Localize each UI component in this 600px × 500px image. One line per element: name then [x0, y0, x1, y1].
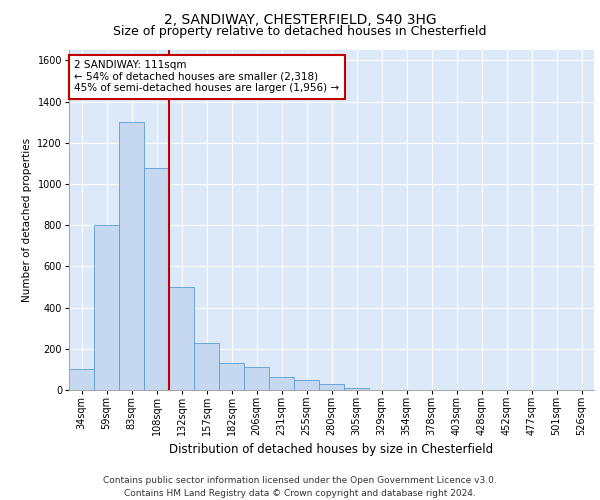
Bar	[294, 380, 319, 390]
Y-axis label: Number of detached properties: Number of detached properties	[22, 138, 32, 302]
Bar	[194, 342, 219, 390]
Bar	[244, 368, 269, 390]
Bar	[94, 225, 119, 390]
Bar	[119, 122, 144, 390]
Bar	[319, 384, 344, 390]
Bar	[169, 287, 194, 390]
Text: 2 SANDIWAY: 111sqm
← 54% of detached houses are smaller (2,318)
45% of semi-deta: 2 SANDIWAY: 111sqm ← 54% of detached hou…	[74, 60, 340, 94]
X-axis label: Distribution of detached houses by size in Chesterfield: Distribution of detached houses by size …	[169, 444, 494, 456]
Text: Contains public sector information licensed under the Open Government Licence v3: Contains public sector information licen…	[103, 476, 497, 485]
Bar	[219, 363, 244, 390]
Bar	[144, 168, 169, 390]
Bar	[269, 376, 294, 390]
Text: 2, SANDIWAY, CHESTERFIELD, S40 3HG: 2, SANDIWAY, CHESTERFIELD, S40 3HG	[164, 12, 436, 26]
Text: Size of property relative to detached houses in Chesterfield: Size of property relative to detached ho…	[113, 25, 487, 38]
Text: Contains HM Land Registry data © Crown copyright and database right 2024.: Contains HM Land Registry data © Crown c…	[124, 488, 476, 498]
Bar	[69, 370, 94, 390]
Bar	[344, 388, 369, 390]
